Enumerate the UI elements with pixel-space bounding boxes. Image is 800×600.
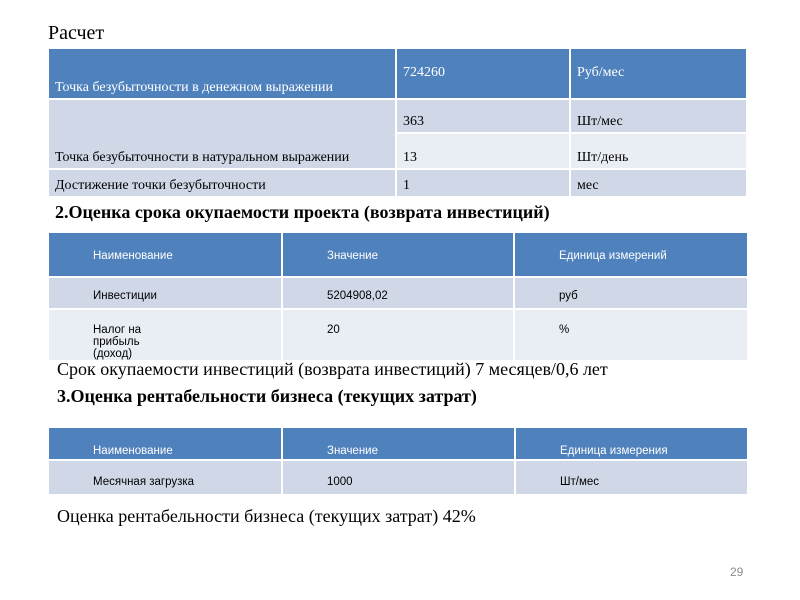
slide-title: Расчет <box>48 22 105 44</box>
table-row: Достижение точки безубыточности 1 мес <box>47 168 748 198</box>
table-cell: Точка безубыточности в денежном выражени… <box>47 47 397 100</box>
table-cell: Налог на прибыль (доход) <box>47 308 283 362</box>
table-row: Точка безубыточности в натуральном выраж… <box>47 98 748 170</box>
section-heading: 3.Оценка рентабельности бизнеса (текущих… <box>57 386 477 406</box>
page-number: 29 <box>730 565 744 579</box>
table-cell: 1 <box>395 168 571 198</box>
table-row: Налог на прибыль (доход) 20 % <box>47 308 749 362</box>
column-header: Значение <box>281 231 515 278</box>
column-header: Единица измерений <box>513 231 749 278</box>
table-cell: Шт/мес <box>514 459 749 496</box>
table-cell: Шт/день <box>569 132 748 170</box>
table-cell: Инвестиции <box>47 276 283 310</box>
column-header: Наименование <box>47 426 283 461</box>
table-cell: Шт/мес <box>569 98 748 134</box>
profitability-result: Оценка рентабельности бизнеса (текущих з… <box>57 506 476 526</box>
section-heading: 2.Оценка срока окупаемости проекта (возв… <box>55 202 550 222</box>
table-row: Инвестиции 5204908,02 руб <box>47 276 749 310</box>
table-cell: 724260 <box>395 47 571 100</box>
column-header: Наименование <box>47 231 283 278</box>
table-cell: руб <box>513 276 749 310</box>
table-cell: 20 <box>281 308 515 362</box>
column-header: Значение <box>281 426 516 461</box>
table-cell: % <box>513 308 749 362</box>
table-cell: Месячная загрузка <box>47 459 283 496</box>
breakeven-table: Точка безубыточности в денежном выражени… <box>47 47 748 198</box>
table-cell: Точка безубыточности в натуральном выраж… <box>47 98 397 170</box>
table-cell: Руб/мес <box>569 47 748 100</box>
table-row: 13 Шт/день <box>48 132 748 170</box>
table-cell: 5204908,02 <box>281 276 515 310</box>
table-cell: мес <box>569 168 748 198</box>
table-cell: 363 <box>395 98 571 134</box>
table-row: Точка безубыточности в денежном выражени… <box>47 47 748 100</box>
table-cell: 1000 <box>281 459 516 496</box>
payback-table: Наименование Значение Единица измерений … <box>47 231 749 362</box>
payback-result: Срок окупаемости инвестиций (возврата ин… <box>57 359 608 379</box>
table-row: Месячная загрузка 1000 Шт/мес <box>47 459 749 496</box>
table-cell: 13 <box>395 132 571 170</box>
table-header-row: Наименование Значение Единица измерений <box>47 231 749 278</box>
table-header-row: Наименование Значение Единица измерения <box>47 426 749 461</box>
profitability-table: Наименование Значение Единица измерения … <box>47 426 749 496</box>
column-header: Единица измерения <box>514 426 749 461</box>
table-cell: Достижение точки безубыточности <box>47 168 397 198</box>
